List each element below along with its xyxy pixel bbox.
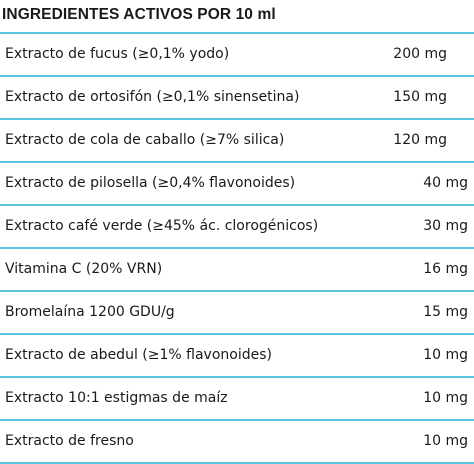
- ingredient-name: Extracto de cola de caballo (≥7% silica): [5, 132, 285, 148]
- table-row: Extracto de fresno 10 mg: [0, 421, 474, 464]
- table-row: Extracto de pilosella (≥0,4% flavonoides…: [0, 163, 474, 206]
- ingredient-name: Extracto de fucus (≥0,1% yodo): [5, 46, 230, 62]
- ingredient-name: Extracto de ortosifón (≥0,1% sinensetina…: [5, 89, 300, 105]
- ingredient-name: Extracto café verde (≥45% ác. clorogénic…: [5, 218, 319, 234]
- ingredients-table: Extracto de fucus (≥0,1% yodo) 200 mg Ex…: [0, 32, 474, 464]
- table-row: Extracto de ortosifón (≥0,1% sinensetina…: [0, 77, 474, 120]
- ingredient-name: Extracto de fresno: [5, 433, 134, 449]
- ingredient-amount: 10 mg: [423, 390, 468, 406]
- table-row: Extracto café verde (≥45% ác. clorogénic…: [0, 206, 474, 249]
- ingredient-name: Vitamina C (20% VRN): [5, 261, 163, 277]
- ingredient-amount: 16 mg: [423, 261, 468, 277]
- ingredient-amount: 30 mg: [423, 218, 468, 234]
- ingredient-amount: 40 mg: [423, 175, 468, 191]
- ingredient-amount: 150 mg: [393, 89, 447, 105]
- table-row: Extracto de cola de caballo (≥7% silica)…: [0, 120, 474, 163]
- ingredient-name: Bromelaína 1200 GDU/g: [5, 304, 175, 320]
- ingredient-amount: 10 mg: [423, 347, 468, 363]
- table-row: Bromelaína 1200 GDU/g 15 mg: [0, 292, 474, 335]
- ingredient-amount: 120 mg: [393, 132, 447, 148]
- ingredient-name: Extracto de abedul (≥1% flavonoides): [5, 347, 272, 363]
- table-row: Extracto de abedul (≥1% flavonoides) 10 …: [0, 335, 474, 378]
- table-row: Vitamina C (20% VRN) 16 mg: [0, 249, 474, 292]
- ingredient-amount: 200 mg: [393, 46, 447, 62]
- table-row: Extracto de fucus (≥0,1% yodo) 200 mg: [0, 34, 474, 77]
- ingredient-amount: 15 mg: [423, 304, 468, 320]
- table-row: Extracto 10:1 estigmas de maíz 10 mg: [0, 378, 474, 421]
- ingredient-name: Extracto de pilosella (≥0,4% flavonoides…: [5, 175, 296, 191]
- ingredient-amount: 10 mg: [423, 433, 468, 449]
- ingredient-name: Extracto 10:1 estigmas de maíz: [5, 390, 228, 406]
- table-title: INGREDIENTES ACTIVOS POR 10 ml: [2, 6, 276, 23]
